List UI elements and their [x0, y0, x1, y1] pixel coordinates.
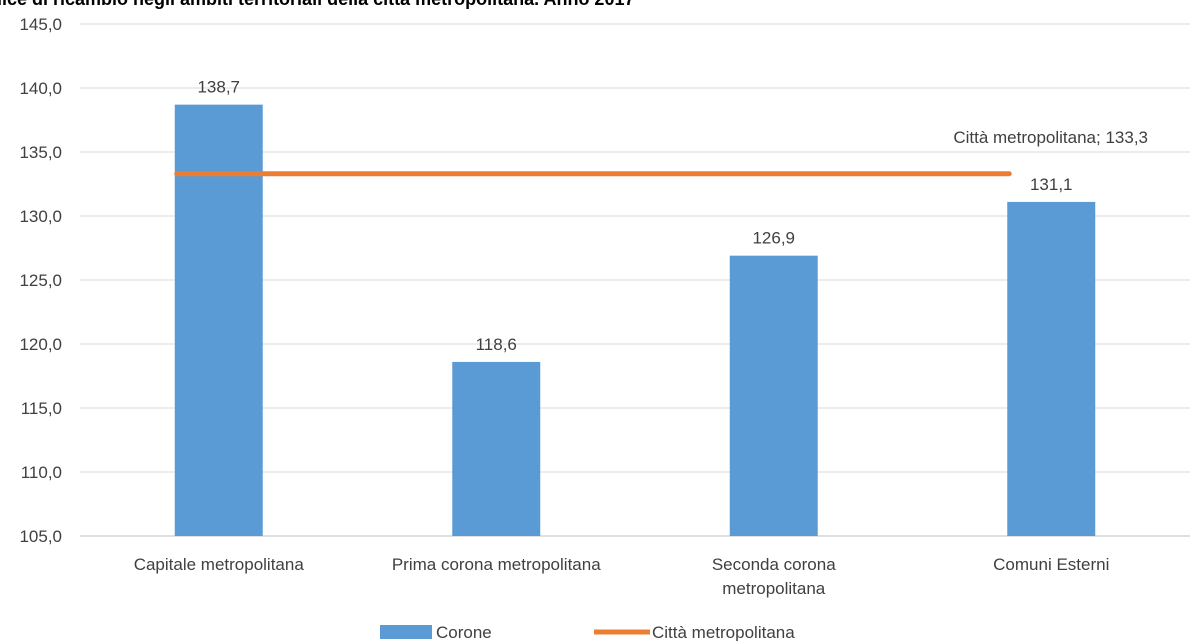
- bar-value-label: 118,6: [476, 335, 517, 354]
- x-category-label: Seconda corona: [712, 555, 836, 574]
- bar-value-label: 138,7: [197, 78, 240, 97]
- y-tick-label: 125,0: [19, 271, 62, 290]
- bars: [174, 104, 1096, 537]
- y-tick-label: 115,0: [21, 399, 62, 418]
- legend-label-citta: Città metropolitana: [652, 623, 795, 641]
- y-axis-ticks: 105,0 110,0 115,0 120,0 125,0 130,0 135,0 140,0…: [19, 15, 62, 546]
- y-tick-label: 110,0: [21, 463, 62, 482]
- y-tick-label: 140,0: [19, 79, 62, 98]
- bar: [174, 104, 263, 536]
- x-category-label: metropolitana: [722, 579, 826, 598]
- x-category-label: Capitale metropolitana: [134, 555, 305, 574]
- legend-swatch-corone: [380, 625, 432, 639]
- y-tick-label: 130,0: [19, 207, 62, 226]
- y-tick-label: 120,0: [19, 335, 62, 354]
- category-labels: Capitale metropolitana Prima corona metro…: [134, 555, 1110, 598]
- y-tick-label: 135,0: [19, 143, 62, 162]
- average-line-group: Città metropolitana; 133,3: [174, 128, 1148, 177]
- average-line-label: Città metropolitana; 133,3: [953, 128, 1148, 147]
- gridlines: [80, 23, 1190, 537]
- y-tick-label: 145,0: [19, 15, 62, 34]
- legend: Corone Città metropolitana: [380, 623, 795, 641]
- bar-value-label: 131,1: [1030, 175, 1073, 194]
- bar: [729, 255, 818, 536]
- y-tick-label: 105,0: [19, 527, 62, 546]
- x-category-label: Prima corona metropolitana: [392, 555, 601, 574]
- bar-value-label: 126,9: [752, 229, 795, 248]
- data-labels: 138,7 118,6 126,9 131,1: [197, 78, 1072, 354]
- bar: [1007, 201, 1096, 537]
- bar: [452, 361, 541, 536]
- chart-title: Indice di ricambio negli ambiti territor…: [0, 0, 634, 9]
- legend-label-corone: Corone: [436, 623, 492, 641]
- x-category-label: Comuni Esterni: [993, 555, 1109, 574]
